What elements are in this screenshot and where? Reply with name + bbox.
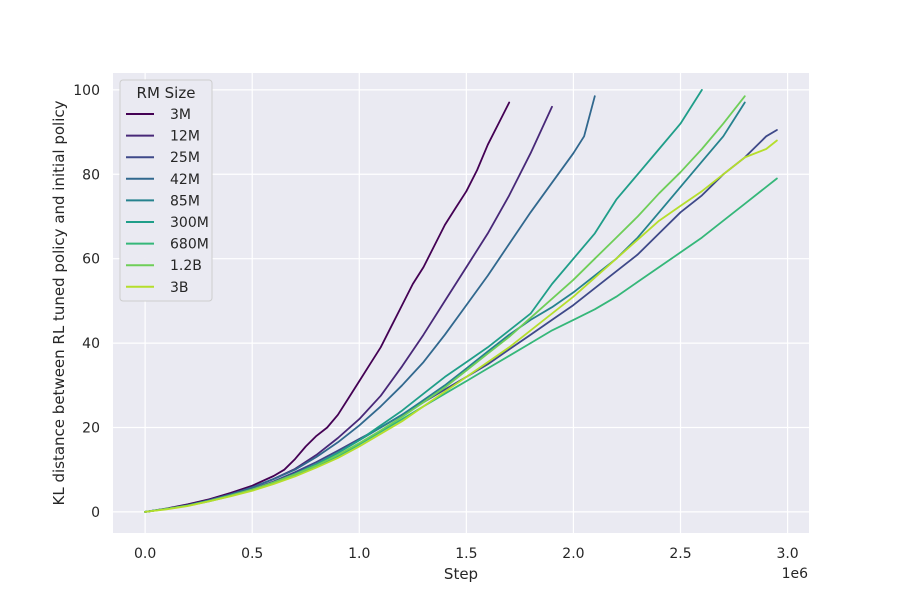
plot-area-background (113, 73, 809, 533)
x-axis-label: Step (444, 565, 478, 583)
series-line-3m (144, 101, 511, 513)
y-tick-label: 100 (73, 83, 100, 99)
series-line-42m (144, 95, 596, 513)
x-tick-label: 0.0 (134, 546, 156, 562)
x-tick-label: 2.5 (669, 546, 691, 562)
y-tick-label: 80 (82, 167, 100, 183)
x-axis-offset-label: 1e6 (782, 566, 809, 582)
legend-title: RM Size (137, 84, 196, 102)
y-tick-label: 60 (82, 252, 100, 268)
legend-label: 3M (170, 107, 191, 123)
legend-label: 12M (170, 129, 200, 145)
legend: RM Size 3M 12M 25M 42M 85M 300M 680M 1.2B 3B (119, 79, 213, 302)
legend-label: 85M (170, 193, 200, 209)
series-line-1-2b (144, 95, 746, 513)
grid-lines (113, 73, 809, 533)
x-tick-label: 0.5 (241, 546, 263, 562)
x-tick-label: 1.0 (348, 546, 370, 562)
y-tick-label: 20 (82, 420, 100, 436)
series-line-3b (144, 139, 778, 513)
x-tick-label: 2.0 (562, 546, 584, 562)
series-lines (144, 89, 778, 513)
legend-label: 680M (170, 237, 209, 253)
legend-label: 42M (170, 172, 200, 188)
legend-label: 25M (170, 150, 200, 166)
y-tick-label: 0 (91, 505, 100, 521)
legend-label: 1.2B (170, 258, 202, 274)
legend-label: 3B (170, 280, 189, 296)
y-axis-label: KL distance between RL tuned policy and … (50, 100, 68, 505)
x-axis-ticks: 0.0 0.5 1.0 1.5 2.0 2.5 3.0 (134, 546, 799, 562)
legend-label: 300M (170, 215, 209, 231)
y-axis-ticks: 0 20 40 60 80 100 (73, 83, 100, 521)
legend-items: 3M 12M 25M 42M 85M 300M 680M 1.2B 3B (126, 107, 209, 296)
x-tick-label: 3.0 (776, 546, 798, 562)
x-tick-label: 1.5 (455, 546, 477, 562)
y-tick-label: 40 (82, 336, 100, 352)
